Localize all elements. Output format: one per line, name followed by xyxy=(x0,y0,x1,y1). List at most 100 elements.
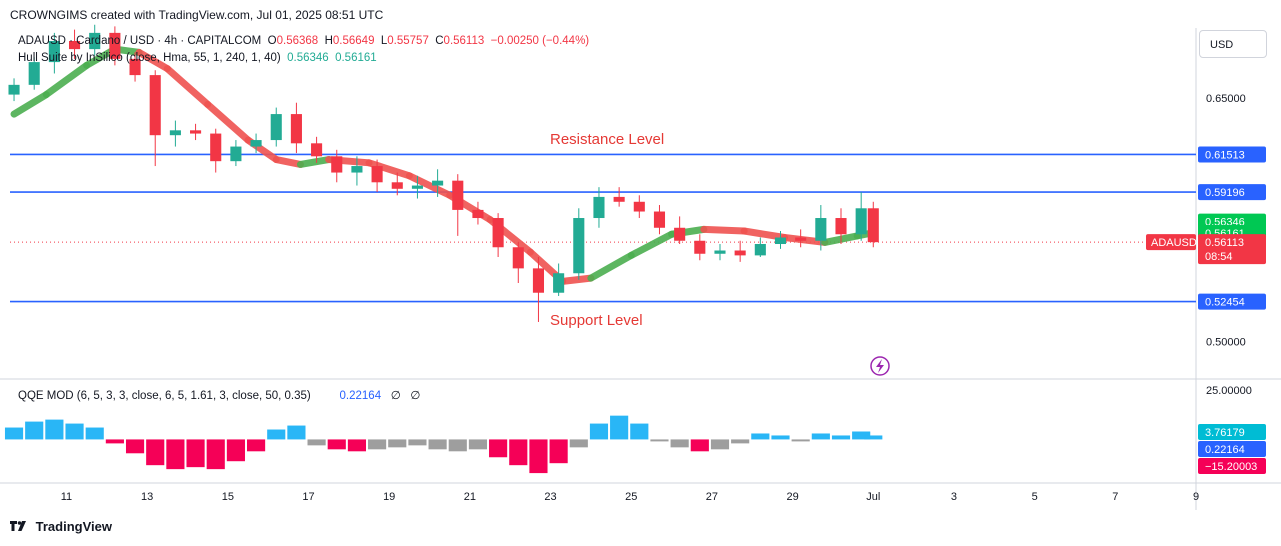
header-text: CROWNGIMS created with TradingView.com, … xyxy=(10,8,384,22)
price-tick-label: 0.50000 xyxy=(1206,336,1246,348)
resistance-annotation: Resistance Level xyxy=(550,131,664,148)
qqe-bar xyxy=(670,439,689,448)
badge-resistance-upper-bg xyxy=(1198,146,1266,163)
qqe-bar xyxy=(589,423,609,440)
hull-segment xyxy=(10,91,50,118)
currency-selector[interactable]: USD xyxy=(1199,30,1267,58)
candle-body xyxy=(109,32,121,59)
symbol-name[interactable]: ADAUSD · Cardano / USD · 4h · CAPITALCOM xyxy=(18,35,262,47)
candle-body xyxy=(311,143,323,157)
candle-body xyxy=(754,244,766,256)
qqe-bar xyxy=(864,435,883,440)
candle-body xyxy=(795,237,807,241)
hull-segment xyxy=(559,274,595,285)
qqe-bar xyxy=(105,439,124,444)
qqe-bar xyxy=(610,415,629,440)
candle-body xyxy=(452,180,464,210)
time-tick-label: 7 xyxy=(1112,491,1118,503)
badge-countdown: 08:54 xyxy=(1205,251,1233,263)
candle-body xyxy=(351,166,363,173)
badge-symbol-bg xyxy=(1146,234,1196,251)
close-value: 0.56113 xyxy=(443,35,485,47)
open-value: 0.56368 xyxy=(276,35,319,47)
qqe-bar xyxy=(852,431,871,440)
badge-symbol: ADAUSD xyxy=(1151,237,1197,249)
currency-label: USD xyxy=(1210,39,1234,51)
osc-badge-3: −15.20003 xyxy=(1205,461,1257,473)
badge-resistance-upper: 0.61513 xyxy=(1205,149,1245,161)
high-value: 0.56649 xyxy=(332,35,375,47)
time-tick-label: 9 xyxy=(1193,491,1199,503)
price-tick-label: 0.65000 xyxy=(1206,93,1246,105)
candle-body xyxy=(8,84,20,95)
candle-body xyxy=(331,156,343,173)
qqe-bar xyxy=(45,419,64,440)
hull-indicator-name[interactable]: Hull Suite by InSilico (close, Hma, 55, … xyxy=(18,52,281,64)
qqe-indicator-name[interactable]: QQE MOD (6, 5, 3, 3, close, 6, 5, 1.61, … xyxy=(18,390,311,402)
candle-body xyxy=(270,114,282,141)
candle-body xyxy=(68,40,81,50)
hull-segment xyxy=(204,100,252,144)
hull-segment xyxy=(135,48,171,73)
hull-segment xyxy=(587,251,635,282)
qqe-bar xyxy=(569,439,588,448)
qqe-bar xyxy=(489,439,508,458)
qqe-bar xyxy=(811,433,830,440)
badge-support-bg xyxy=(1198,293,1266,310)
qqe-bar xyxy=(710,439,730,450)
hull-segment xyxy=(272,156,304,168)
qqe-tick-label: 25.00000 xyxy=(1206,385,1252,397)
qqe-bar xyxy=(448,439,467,452)
qqe-bar xyxy=(25,421,44,440)
candle-body xyxy=(492,218,504,248)
osc-badge-2: 0.22164 xyxy=(1205,444,1245,456)
badge-support: 0.52454 xyxy=(1205,297,1245,309)
time-tick-label: 15 xyxy=(222,491,234,503)
tradingview-logo-icon xyxy=(10,521,26,531)
hull-legend: Hull Suite by InSilico (close, Hma, 55, … xyxy=(18,52,377,64)
qqe-bar xyxy=(186,439,205,468)
time-tick-label: 13 xyxy=(141,491,153,503)
qqe-value: 0.22164 xyxy=(339,390,382,402)
candle-body xyxy=(149,75,161,136)
time-tick-label: 25 xyxy=(625,491,637,503)
qqe-bar xyxy=(831,435,851,440)
qqe-bar xyxy=(650,439,669,442)
qqe-bar xyxy=(791,439,810,442)
candle-body xyxy=(210,133,222,162)
candle-body xyxy=(815,218,827,241)
qqe-bar xyxy=(347,439,367,452)
qqe-bar xyxy=(630,423,649,440)
time-tick-label: 3 xyxy=(951,491,957,503)
badge-last-price-bg xyxy=(1198,234,1266,265)
candle-body xyxy=(391,182,403,189)
candle-body xyxy=(290,114,302,144)
time-tick-label: 21 xyxy=(464,491,476,503)
hull-value-1: 0.56346 xyxy=(287,52,329,64)
candle-body xyxy=(855,208,867,235)
candle-body xyxy=(613,196,625,202)
time-tick-label: 11 xyxy=(61,491,72,503)
qqe-bar xyxy=(529,439,548,474)
candle-body xyxy=(553,273,565,293)
footer-brand-text: TradingView xyxy=(35,519,112,534)
qqe-na-2: ∅ xyxy=(410,390,421,402)
badge-resistance-lower-bg xyxy=(1198,184,1266,201)
candle-body xyxy=(835,218,847,235)
candle-body xyxy=(89,32,101,50)
candle-body xyxy=(250,140,262,147)
qqe-bar xyxy=(388,439,407,448)
candle-body xyxy=(633,201,645,212)
qqe-bar xyxy=(206,439,225,470)
time-tick-label: 23 xyxy=(544,491,556,503)
chart-header: CROWNGIMS created with TradingView.com, … xyxy=(10,8,383,22)
badge-resistance-lower: 0.59196 xyxy=(1205,187,1245,199)
candle-body xyxy=(129,58,141,76)
qqe-bar xyxy=(327,439,346,450)
candle-body xyxy=(714,250,726,254)
hull-segment xyxy=(700,225,748,235)
qqe-bar xyxy=(287,425,306,440)
candle-body xyxy=(674,227,686,241)
qqe-bar xyxy=(226,439,245,462)
